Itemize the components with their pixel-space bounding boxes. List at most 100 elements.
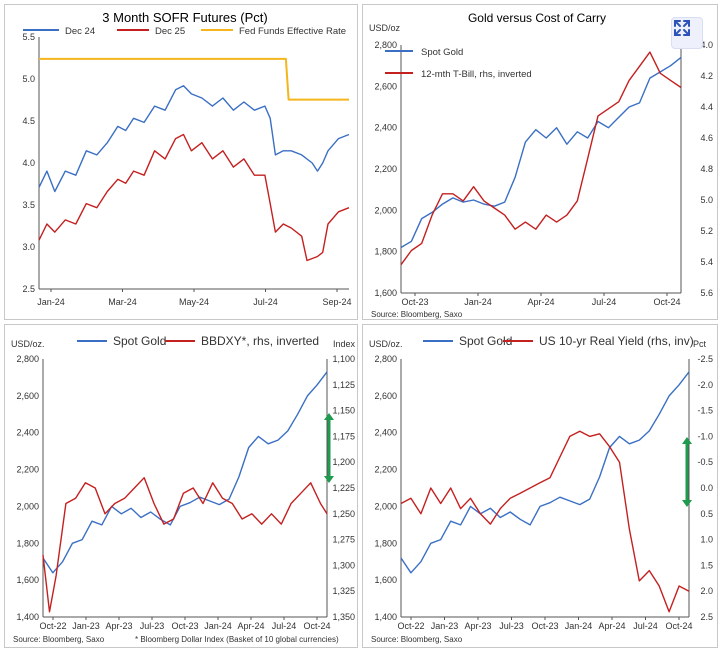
x-tick-label: Jul-24 [272,621,297,631]
y-tick-label: 2,800 [374,354,397,364]
y2-tick-label: 0.0 [700,483,713,493]
x-tick-label: Apr-24 [237,621,264,631]
y-tick-label: 2,000 [16,501,39,511]
y2-tick-label: 5.2 [700,226,713,236]
y-tick-label: 4.5 [22,116,35,126]
y2-tick-label: 0.5 [700,509,713,519]
series-line-1 [42,371,328,574]
y-tick-label: 5.5 [22,32,35,42]
y2-tick-label: 1,250 [332,509,355,519]
y-tick-label: 1,600 [16,575,39,585]
footnote: * Bloomberg Dollar Index (Basket of 10 g… [135,635,339,644]
legend-label: Spot Gold [421,47,463,58]
x-tick-label: Apr-24 [598,621,625,631]
x-tick-label: Apr-23 [105,621,132,631]
x-tick-label: Jan-24 [37,297,65,307]
y2-tick-label: 1,100 [332,354,355,364]
y-tick-label: 2.5 [22,284,35,294]
y2-tick-label: -2.5 [697,354,713,364]
x-tick-label: Jan-23 [72,621,100,631]
legend-label: Dec 24 [65,26,95,37]
y-tick-label: 1,400 [374,612,397,622]
arrow-up-icon [682,437,692,444]
x-tick-label: Jul-24 [633,621,658,631]
y-tick-label: 1,600 [374,288,397,298]
x-tick-label: Apr-23 [464,621,491,631]
legend-label: Fed Funds Effective Rate [239,26,346,37]
gold-real-yield-chart: USD/oz. Pct Source: Bloomberg, Saxo 1,40… [362,324,718,648]
expand-button[interactable] [671,17,703,49]
y-tick-label: 3.0 [22,242,35,252]
x-tick-label: Oct-23 [171,621,198,631]
y2-tick-label: 1.0 [700,535,713,545]
y-tick-label: 1,400 [16,612,39,622]
series-line-2 [38,133,350,262]
y2-tick-label: 1,325 [332,586,355,596]
x-tick-label: Jul-24 [253,297,278,307]
chart-title: 3 Month SOFR Futures (Pct) [102,10,267,25]
y-tick-label: 2,200 [16,465,39,475]
y2-tick-label: 1,300 [332,560,355,570]
legend-label: BBDXY*, rhs, inverted [201,334,319,348]
y2-tick-label: 4.4 [700,102,713,112]
y-tick-label: 2,600 [374,81,397,91]
series-line-1 [400,371,690,574]
legend-label: US 10-yr Real Yield (rhs, inv) [539,334,694,348]
legend-label: Spot Gold [459,334,512,348]
gold-bbdxy-chart: USD/oz. Index Source: Bloomberg, Saxo * … [4,324,358,648]
y2-tick-label: 1,150 [332,406,355,416]
x-tick-label: Jul-23 [499,621,524,631]
x-tick-label: Jan-23 [431,621,459,631]
y2-tick-label: 1,350 [332,612,355,622]
arrow-up-icon [324,413,334,420]
y2-tick-label: 5.4 [700,257,713,267]
y2-tick-label: 2.5 [700,612,713,622]
y2-tick-label: -0.5 [697,457,713,467]
y2-tick-label: 1,225 [332,483,355,493]
series-line-2 [400,51,682,266]
y2-tick-label: 4.8 [700,164,713,174]
x-tick-label: Sep-24 [322,297,351,307]
y-tick-label: 2,600 [374,391,397,401]
gold-real-yield-svg: USD/oz. Pct Source: Bloomberg, Saxo 1,40… [369,334,713,644]
y2-axis-label: Index [333,339,356,349]
y2-tick-label: 1,275 [332,535,355,545]
y-tick-label: 5.0 [22,74,35,84]
x-tick-label: Jul-24 [592,297,617,307]
y-tick-label: 2,000 [374,205,397,215]
y-tick-label: 2,200 [374,164,397,174]
y2-tick-label: 4.6 [700,133,713,143]
series-line-1 [38,85,350,193]
y-tick-label: 3.5 [22,200,35,210]
x-tick-label: Jul-23 [140,621,165,631]
y2-tick-label: 4.2 [700,71,713,81]
gold-cost-of-carry-svg: Gold versus Cost of Carry USD/oz Source:… [369,11,713,319]
y-axis-label: USD/oz [369,23,401,33]
series-line-1 [400,56,682,249]
legend-label: Spot Gold [113,334,166,348]
arrow-down-icon [324,476,334,483]
y-tick-label: 2,600 [16,391,39,401]
y2-axis-label: Pct [693,339,707,349]
y2-tick-label: 1,200 [332,457,355,467]
y-tick-label: 1,800 [374,247,397,257]
sofr-futures-svg: 3 Month SOFR Futures (Pct) 2.5 3.0 3.5 4.0 4… [22,10,351,307]
y-tick-label: 2,400 [374,428,397,438]
y2-tick-label: -2.0 [697,380,713,390]
gold-bbdxy-svg: USD/oz. Index Source: Bloomberg, Saxo * … [11,334,356,644]
y-axis-label: USD/oz. [369,339,403,349]
y2-tick-label: 4.0 [700,40,713,50]
x-tick-label: Oct-23 [401,297,428,307]
y-tick-label: 2,200 [374,465,397,475]
y2-tick-label: 1,175 [332,431,355,441]
source-note: Source: Bloomberg, Saxo [13,635,105,644]
x-tick-label: Jan-24 [565,621,593,631]
source-note: Source: Bloomberg, Saxo [371,635,463,644]
y-tick-label: 2,800 [374,40,397,50]
y-tick-label: 1,800 [16,538,39,548]
x-tick-label: Jan-24 [204,621,232,631]
x-tick-label: Apr-24 [527,297,554,307]
legend-label: 12-mth T-Bill, rhs, inverted [421,69,532,80]
x-tick-label: May-24 [179,297,209,307]
y-tick-label: 4.0 [22,158,35,168]
